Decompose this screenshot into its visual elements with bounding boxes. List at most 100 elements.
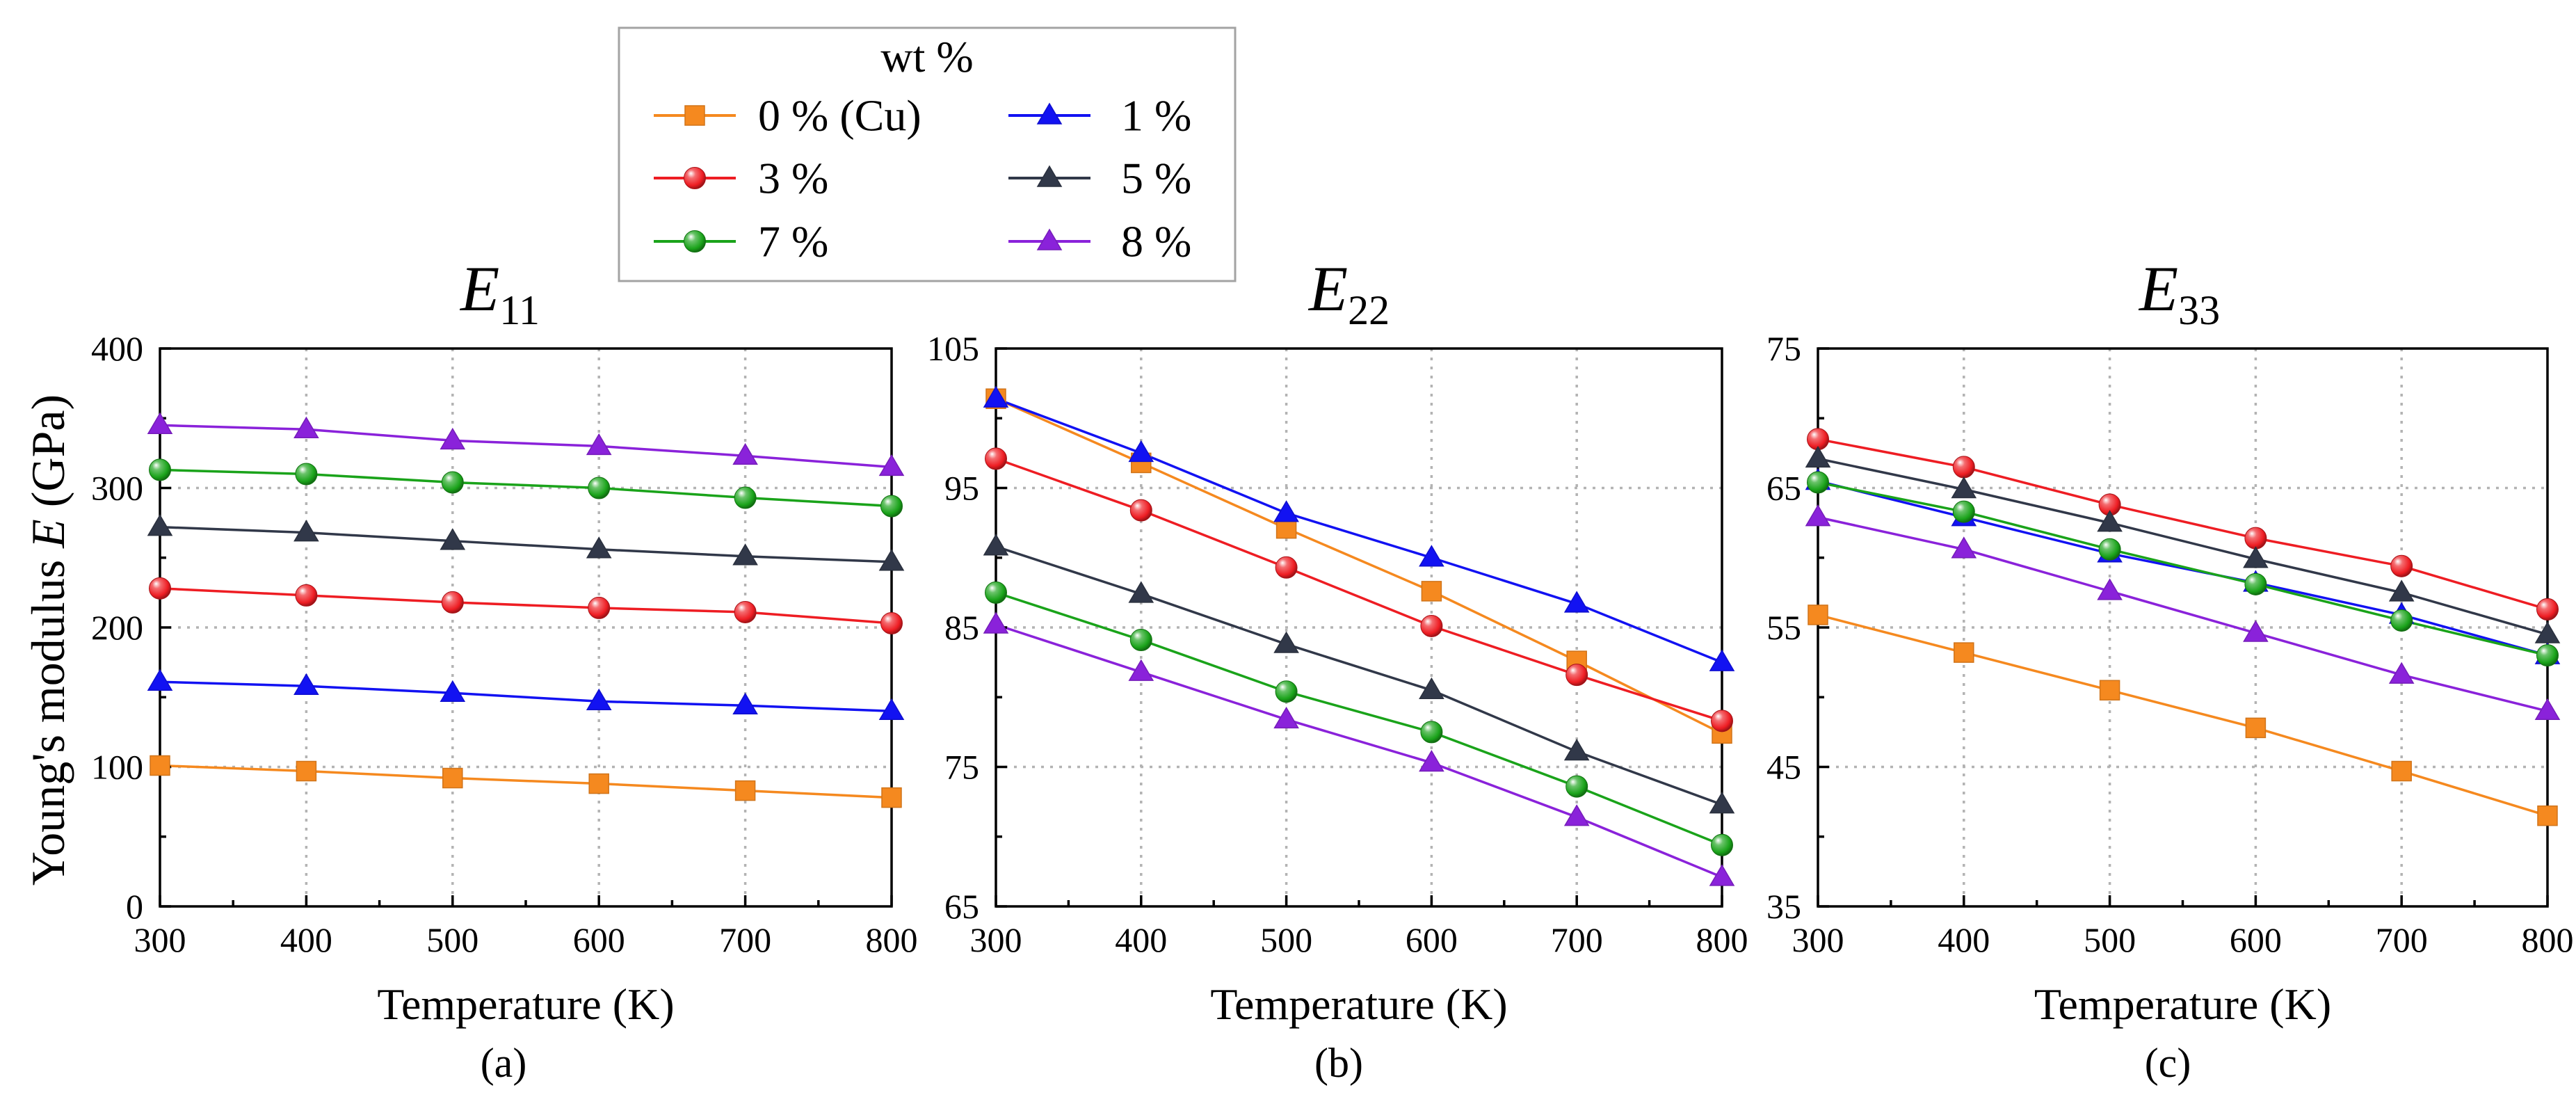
panel-b-series-1-point bbox=[1128, 440, 1154, 463]
panel-a-y-tick-label: 300 bbox=[91, 469, 143, 508]
y-axis-label: Young's modulus E (GPa) bbox=[22, 394, 74, 886]
panel-b-series-3-point bbox=[1128, 581, 1154, 603]
panel-b-y-tick-label: 65 bbox=[944, 887, 979, 926]
panel-a-panel-label: (a) bbox=[481, 1040, 527, 1086]
panel-a-series-5-line bbox=[159, 424, 892, 469]
panel-b-series-4-line bbox=[995, 591, 1723, 847]
panel-b-series-5-point bbox=[1128, 659, 1154, 681]
panel-a-series-4-point bbox=[880, 495, 903, 518]
panel-b-series-2-point bbox=[1711, 710, 1733, 732]
panel-b-series-4-point bbox=[1275, 680, 1298, 703]
legend-entry-marker bbox=[684, 230, 706, 253]
legend-entry-marker bbox=[684, 167, 706, 189]
panel-c-series-3-line bbox=[1817, 457, 2548, 636]
panel-c-title-subscript: 33 bbox=[2178, 287, 2220, 333]
panel-c-ticks bbox=[1817, 347, 2549, 908]
panel-b-x-tick-label: 800 bbox=[1696, 920, 1748, 959]
panel-a-series-5-point bbox=[147, 412, 173, 435]
panel-b-y-tick-label: 75 bbox=[944, 748, 979, 787]
panel-c-series-3-point bbox=[2243, 546, 2269, 568]
panel-b-series-4-point bbox=[1129, 629, 1152, 652]
panel-a-x-axis-label: Temperature (K) bbox=[377, 979, 674, 1029]
panel-c-series-4-point bbox=[1807, 471, 1829, 494]
panel-b-x-tick-label: 600 bbox=[1406, 920, 1458, 959]
panel-a-series-0-point bbox=[588, 773, 609, 794]
panel-b-series-5-point bbox=[1563, 804, 1590, 826]
panel-c: 300 400 500 600 700 800 35 45 55 65 75 E33 Temperatu… bbox=[1766, 253, 2574, 1086]
panel-b-series-3-point bbox=[983, 534, 1009, 556]
panel-a-x-tick-label: 500 bbox=[426, 920, 478, 959]
panel-c-series-3-point bbox=[2388, 579, 2415, 602]
legend-entry-marker bbox=[684, 105, 705, 126]
panel-a-series-3-point bbox=[440, 528, 466, 550]
panel-c-series-2-point bbox=[2536, 598, 2559, 620]
legend-entry-label: 8 % bbox=[1121, 217, 1191, 266]
panel-a-x-tick-label: 700 bbox=[719, 920, 771, 959]
panel-b-x-axis-label: Temperature (K) bbox=[1210, 979, 1507, 1029]
panel-b-title-symbol: E bbox=[1307, 253, 1348, 324]
panel-c-x-tick-label: 600 bbox=[2230, 920, 2282, 959]
panel-b-series-1-point bbox=[1273, 500, 1299, 522]
panel-a-series-0-point bbox=[881, 787, 902, 808]
legend-entry-label: 5 % bbox=[1121, 154, 1191, 203]
panel-b-series-2-point bbox=[1420, 614, 1443, 637]
legend-entry: 5 % bbox=[1008, 154, 1191, 203]
panel-a-series-5-point bbox=[293, 416, 319, 439]
panel-b-series-0-line bbox=[995, 397, 1723, 735]
panel-c-y-tick-label: 75 bbox=[1766, 329, 1801, 368]
panel-a-x-tick-label: 600 bbox=[573, 920, 625, 959]
panel-a-series-1-point bbox=[732, 692, 758, 715]
panel-c-series-0-point bbox=[2245, 717, 2267, 739]
panel-a-y-tick-label: 0 bbox=[126, 887, 143, 926]
panel-c-series-4-line bbox=[1817, 481, 2548, 657]
panel-c-series-4-point bbox=[2098, 538, 2121, 561]
panel-a-series-0-line bbox=[159, 764, 892, 799]
panels: 300 400 500 600 700 8000100200300400E11Temper… bbox=[91, 253, 2574, 1086]
panel-a-series-5-point bbox=[732, 442, 758, 465]
panel-b-series-4-point bbox=[1565, 775, 1588, 798]
legend: wt % 0 % (Cu) 1 % 3 % 5 % 7 % 8 % bbox=[618, 26, 1237, 282]
panel-a-series-2-point bbox=[880, 611, 903, 634]
legend-entry: 8 % bbox=[1008, 217, 1191, 266]
panel-b-series-2-point bbox=[1129, 499, 1152, 522]
panel-a-y-tick-label: 400 bbox=[91, 329, 143, 368]
legend-title: wt % bbox=[880, 32, 973, 81]
panel-c-x-axis-label: Temperature (K) bbox=[2034, 979, 2331, 1029]
panel-a-series-5-point bbox=[586, 433, 612, 456]
panel-a-series-2-line bbox=[159, 587, 892, 625]
panel-a-series-1-point bbox=[586, 688, 612, 711]
panel-a-series-2-point bbox=[441, 591, 464, 614]
legend-entry-label: 1 % bbox=[1121, 91, 1191, 141]
panel-b-series-3-line bbox=[995, 545, 1723, 806]
panel-a-series-0-point bbox=[150, 755, 170, 776]
panel-c-series-2-line bbox=[1817, 438, 2548, 611]
panel-a-series-0-point bbox=[296, 760, 317, 782]
panel-a-series-1-point bbox=[147, 668, 173, 691]
panel-c-y-tick-label: 35 bbox=[1766, 887, 1801, 926]
panel-b-series-5-line bbox=[995, 623, 1723, 879]
panel-c-series-2-point bbox=[2390, 554, 2413, 577]
panel-b-series-3-point bbox=[1563, 738, 1590, 761]
panel-a-x-tick-label: 400 bbox=[280, 920, 332, 959]
panel-c-x-tick-label: 800 bbox=[2522, 920, 2574, 959]
panel-a-series-2-point bbox=[588, 596, 611, 619]
panel-b-series-3-point bbox=[1419, 677, 1444, 699]
panel-c-x-tick-label: 700 bbox=[2376, 920, 2428, 959]
panel-a-series-4-point bbox=[588, 477, 611, 499]
panel-b-x-tick-label: 500 bbox=[1260, 920, 1312, 959]
panel-b-series-1-point bbox=[1709, 649, 1735, 671]
panel-a-series-1-point bbox=[440, 680, 466, 702]
panel-c-x-tick-label: 400 bbox=[1938, 920, 1990, 959]
panel-b-series-4-point bbox=[1711, 833, 1733, 856]
panel-c-series-0-line bbox=[1817, 614, 2548, 817]
panel-c-series-5-point bbox=[1805, 504, 1831, 527]
legend-entry: 1 % bbox=[1008, 91, 1191, 141]
panel-a-series-5-point bbox=[878, 454, 905, 477]
panel-b-x-tick-label: 400 bbox=[1115, 920, 1167, 959]
panel-c-series-4-point bbox=[2244, 572, 2267, 595]
panel-c-panel-label: (c) bbox=[2145, 1040, 2191, 1086]
panel-c-x-tick-label: 500 bbox=[2084, 920, 2136, 959]
panel-a-series-3-line bbox=[159, 525, 892, 563]
panel-b-series-0-point bbox=[1421, 581, 1442, 602]
